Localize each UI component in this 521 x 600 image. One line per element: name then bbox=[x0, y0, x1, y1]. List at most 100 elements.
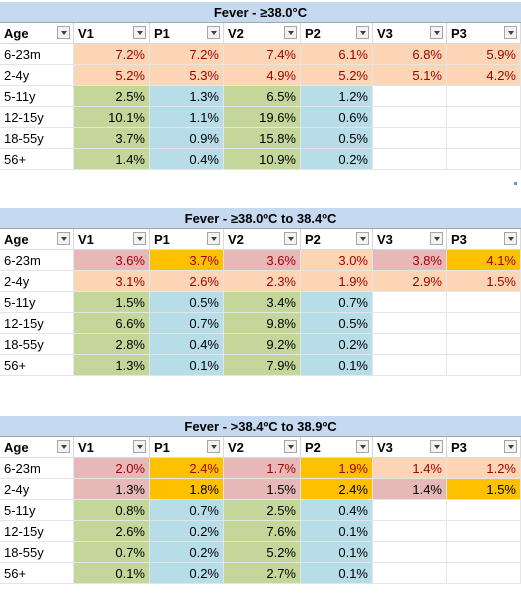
filter-dropdown-icon[interactable] bbox=[133, 26, 146, 39]
filter-dropdown-icon[interactable] bbox=[504, 26, 517, 39]
column-header-p1: P1 bbox=[150, 229, 224, 250]
value-cell: 0.9% bbox=[150, 128, 224, 149]
value-cell: 0.7% bbox=[301, 292, 373, 313]
value-cell bbox=[447, 128, 521, 149]
value-cell: 0.7% bbox=[150, 313, 224, 334]
column-header-label: P1 bbox=[154, 26, 170, 41]
table-grid: Age V1 P1 V2 P2 V3 P3 6-23m 2.0% 2.4% 1.7% 1.9% 1.4%… bbox=[0, 437, 521, 584]
filter-dropdown-icon[interactable] bbox=[133, 232, 146, 245]
filter-dropdown-icon[interactable] bbox=[430, 232, 443, 245]
age-cell: 5-11y bbox=[0, 500, 74, 521]
age-cell: 18-55y bbox=[0, 542, 74, 563]
age-cell: 5-11y bbox=[0, 86, 74, 107]
value-cell: 1.4% bbox=[373, 458, 447, 479]
value-cell bbox=[373, 149, 447, 170]
filter-dropdown-icon[interactable] bbox=[133, 440, 146, 453]
column-header-v3: V3 bbox=[373, 437, 447, 458]
value-cell: 7.2% bbox=[150, 44, 224, 65]
value-cell bbox=[373, 542, 447, 563]
filter-dropdown-icon[interactable] bbox=[207, 440, 220, 453]
value-cell: 1.9% bbox=[301, 271, 373, 292]
column-header-label: Age bbox=[4, 232, 29, 247]
value-cell bbox=[447, 292, 521, 313]
column-header-label: V3 bbox=[377, 440, 393, 455]
value-cell: 6.8% bbox=[373, 44, 447, 65]
value-cell: 2.9% bbox=[373, 271, 447, 292]
value-cell: 2.5% bbox=[74, 86, 150, 107]
value-cell bbox=[447, 542, 521, 563]
column-header-age: Age bbox=[0, 229, 74, 250]
filter-dropdown-icon[interactable] bbox=[356, 26, 369, 39]
table-resize-handle[interactable] bbox=[514, 182, 517, 185]
value-cell: 0.2% bbox=[301, 149, 373, 170]
filter-dropdown-icon[interactable] bbox=[284, 440, 297, 453]
value-cell: 4.1% bbox=[447, 250, 521, 271]
value-cell: 3.1% bbox=[74, 271, 150, 292]
value-cell: 3.6% bbox=[224, 250, 301, 271]
value-cell: 1.8% bbox=[150, 479, 224, 500]
value-cell: 4.2% bbox=[447, 65, 521, 86]
value-cell: 0.1% bbox=[301, 542, 373, 563]
column-header-label: P1 bbox=[154, 232, 170, 247]
filter-dropdown-icon[interactable] bbox=[207, 232, 220, 245]
value-cell: 1.3% bbox=[150, 86, 224, 107]
value-cell: 9.2% bbox=[224, 334, 301, 355]
column-header-label: V3 bbox=[377, 232, 393, 247]
filter-dropdown-icon[interactable] bbox=[57, 440, 70, 453]
age-cell: 6-23m bbox=[0, 44, 74, 65]
value-cell bbox=[447, 334, 521, 355]
column-header-p2: P2 bbox=[301, 23, 373, 44]
value-cell: 15.8% bbox=[224, 128, 301, 149]
column-header-label: P3 bbox=[451, 440, 467, 455]
value-cell: 0.7% bbox=[74, 542, 150, 563]
value-cell: 0.2% bbox=[150, 542, 224, 563]
filter-dropdown-icon[interactable] bbox=[57, 232, 70, 245]
value-cell: 0.5% bbox=[301, 128, 373, 149]
value-cell: 1.1% bbox=[150, 107, 224, 128]
value-cell bbox=[447, 521, 521, 542]
value-cell: 5.3% bbox=[150, 65, 224, 86]
filter-dropdown-icon[interactable] bbox=[207, 26, 220, 39]
value-cell: 0.1% bbox=[301, 355, 373, 376]
filter-dropdown-icon[interactable] bbox=[284, 26, 297, 39]
value-cell: 1.3% bbox=[74, 355, 150, 376]
column-header-v1: V1 bbox=[74, 437, 150, 458]
table-title: Fever - ≥38.0ºC to 38.4ºC bbox=[0, 208, 521, 229]
filter-dropdown-icon[interactable] bbox=[504, 440, 517, 453]
filter-dropdown-icon[interactable] bbox=[430, 26, 443, 39]
value-cell: 0.4% bbox=[150, 334, 224, 355]
filter-dropdown-icon[interactable] bbox=[430, 440, 443, 453]
column-header-v1: V1 bbox=[74, 229, 150, 250]
column-header-label: V3 bbox=[377, 26, 393, 41]
column-header-label: V2 bbox=[228, 232, 244, 247]
column-header-v2: V2 bbox=[224, 23, 301, 44]
value-cell: 5.2% bbox=[74, 65, 150, 86]
age-cell: 56+ bbox=[0, 149, 74, 170]
value-cell: 1.3% bbox=[74, 479, 150, 500]
filter-dropdown-icon[interactable] bbox=[356, 440, 369, 453]
filter-dropdown-icon[interactable] bbox=[356, 232, 369, 245]
age-cell: 12-15y bbox=[0, 107, 74, 128]
value-cell bbox=[373, 313, 447, 334]
value-cell: 6.6% bbox=[74, 313, 150, 334]
filter-dropdown-icon[interactable] bbox=[284, 232, 297, 245]
filter-dropdown-icon[interactable] bbox=[504, 232, 517, 245]
age-cell: 6-23m bbox=[0, 250, 74, 271]
table-title: Fever - ≥38.0°C bbox=[0, 2, 521, 23]
column-header-p3: P3 bbox=[447, 437, 521, 458]
value-cell: 0.2% bbox=[301, 334, 373, 355]
age-cell: 12-15y bbox=[0, 521, 74, 542]
age-cell: 2-4y bbox=[0, 65, 74, 86]
value-cell: 3.7% bbox=[150, 250, 224, 271]
value-cell: 2.4% bbox=[150, 458, 224, 479]
value-cell: 3.4% bbox=[224, 292, 301, 313]
value-cell: 2.3% bbox=[224, 271, 301, 292]
value-cell: 0.2% bbox=[150, 563, 224, 584]
value-cell bbox=[373, 107, 447, 128]
value-cell: 1.4% bbox=[373, 479, 447, 500]
value-cell bbox=[447, 107, 521, 128]
value-cell: 0.6% bbox=[301, 107, 373, 128]
value-cell: 4.9% bbox=[224, 65, 301, 86]
filter-dropdown-icon[interactable] bbox=[57, 26, 70, 39]
value-cell: 2.4% bbox=[301, 479, 373, 500]
